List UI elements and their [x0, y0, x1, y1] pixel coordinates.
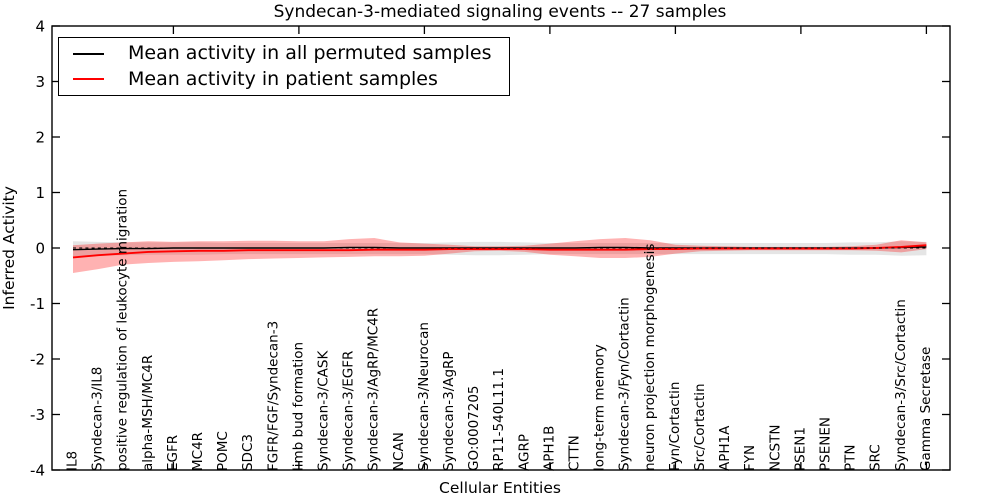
x-category-label: APH1A: [717, 425, 733, 471]
x-category-label: MC4R: [190, 432, 206, 471]
patient-band: [73, 238, 927, 273]
x-category-label: Syndecan-3/Neurocan: [416, 322, 432, 471]
x-category-label: FGFR/FGF/Syndecan-3: [265, 321, 281, 471]
y-tick-label: 4: [35, 18, 45, 36]
y-tick-label: 3: [35, 73, 45, 91]
x-category-label: AGRP: [516, 434, 532, 471]
legend-row-patient: Mean activity in patient samples: [73, 67, 509, 90]
x-category-label: long-term memory: [592, 344, 608, 471]
x-category-label: Fyn/Cortactin: [667, 382, 683, 471]
legend-row-permuted: Mean activity in all permuted samples: [73, 43, 509, 64]
x-category-label: Syndecan-3/CASK: [316, 350, 332, 471]
x-category-label: Syndecan-3/IL8: [90, 367, 106, 471]
x-category-label: Src/Cortactin: [692, 383, 708, 471]
y-tick-label: -1: [30, 295, 45, 313]
x-category-label: SRC: [868, 444, 884, 471]
legend-label-patient: Mean activity in patient samples: [128, 67, 438, 90]
x-category-label: IL8: [65, 451, 81, 471]
x-category-label: limb bud formation: [290, 342, 306, 471]
x-category-label: positive regulation of leukocyte migrati…: [115, 189, 131, 471]
x-category-label: neuron projection morphogenesis: [642, 244, 658, 471]
x-category-label: SDC3: [240, 434, 256, 471]
x-category-label: Gamma Secretase: [918, 347, 934, 471]
x-category-label: CTTN: [567, 435, 583, 471]
x-category-label: APH1B: [541, 426, 557, 471]
x-category-label: FYN: [742, 445, 758, 471]
x-category-label: NCSTN: [767, 425, 783, 471]
x-category-label: Syndecan-3/AgRP: [441, 351, 457, 471]
legend-line-sample-permuted: [73, 52, 104, 55]
chart-title: Syndecan-3-mediated signaling events -- …: [273, 2, 727, 22]
y-tick-label: -2: [30, 351, 45, 369]
legend-label-permuted: Mean activity in all permuted samples: [128, 42, 492, 65]
x-category-label: PSENEN: [818, 417, 834, 471]
y-tick-label: 0: [35, 240, 45, 258]
x-category-label: Syndecan-3/EGFR: [341, 351, 357, 471]
patient-mean-line: [72, 244, 927, 259]
x-category-label: Syndecan-3/AgRP/MC4R: [366, 308, 382, 471]
x-category-label: EGFR: [165, 435, 181, 471]
x-axis-label: Cellular Entities: [439, 479, 561, 497]
x-category-label: GO:0007205: [466, 385, 482, 471]
y-axis-label: Inferred Activity: [0, 186, 18, 310]
x-category-label: NCAN: [391, 432, 407, 471]
y-tick-label: 1: [35, 184, 45, 202]
legend: Mean activity in all permuted samples Me…: [58, 37, 510, 96]
x-category-label: POMC: [215, 431, 231, 471]
x-category-label: PTN: [843, 445, 859, 472]
x-category-label: RP11-540L11.1: [491, 368, 507, 471]
legend-line-sample-patient: [73, 78, 104, 81]
y-tick-label: -4: [30, 462, 45, 480]
y-tick-label: 2: [35, 129, 45, 147]
x-category-label: Syndecan-3/Fyn/Cortactin: [617, 297, 633, 471]
x-category-label: alpha-MSH/MC4R: [140, 355, 156, 471]
x-category-label: Syndecan-3/Src/Cortactin: [893, 299, 909, 471]
y-tick-label: -3: [30, 406, 45, 424]
x-category-label: PSEN1: [792, 427, 808, 471]
